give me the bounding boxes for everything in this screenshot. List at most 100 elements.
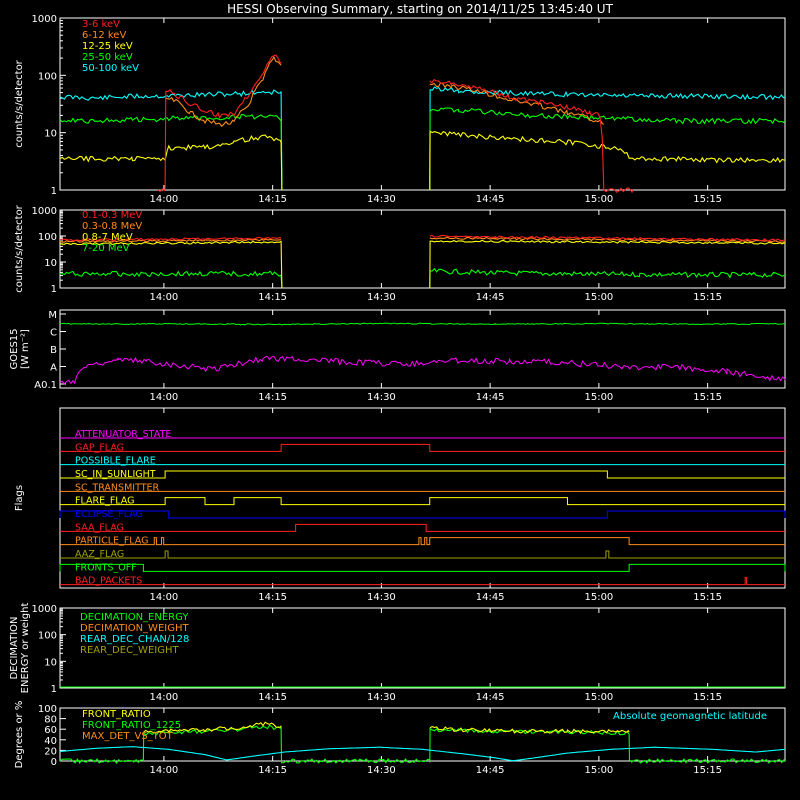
series-line [429, 267, 786, 289]
series-line [157, 54, 282, 193]
panels: 14:00 14:15 14:30 14:45 15:00 15:151101001000… [9, 14, 786, 776]
panel-frame [59, 17, 786, 191]
y-axis-label: Flags [14, 485, 25, 511]
x-tick-label: 14:00 [149, 765, 178, 776]
flag-trace [60, 537, 785, 546]
x-tick-label: 14:30 [367, 194, 396, 205]
x-tick-label: 15:15 [693, 392, 722, 403]
legend-entry: MAX_DET_VS_TOT [82, 731, 174, 742]
flag-label: PARTICLE_FLAG [75, 536, 148, 547]
x-tick-label: 14:00 [149, 292, 178, 303]
legend-entry: 0.8-7 MeV [82, 232, 133, 243]
flag-label: BAD_PACKETS [75, 576, 142, 587]
series-line [429, 726, 630, 735]
legend-entry: REAR_DEC_WEIGHT [80, 645, 179, 656]
series-line [429, 130, 786, 191]
flag-label: FRONTS_OFF [75, 562, 137, 573]
figure-title: HESSI Observing Summary, starting on 201… [227, 2, 613, 16]
series-line [59, 746, 786, 762]
y-tick-label: 0 [51, 757, 57, 768]
panel-frame [59, 209, 786, 289]
legend-entry: 50-100 keV [82, 63, 139, 74]
legend-entry: 6-12 keV [82, 30, 126, 41]
x-tick-label: 14:15 [258, 692, 287, 703]
series-line [429, 234, 786, 242]
flag-label: POSSIBLE_FLARE [75, 456, 156, 467]
y-tick-label: 80 [44, 715, 57, 726]
flag-trace [60, 577, 785, 586]
x-tick-label: 15:15 [693, 692, 722, 703]
flag-label: SAA_FLAG [75, 522, 124, 533]
x-tick-label: 14:30 [367, 592, 396, 603]
x-tick-label: 14:15 [258, 765, 287, 776]
y-tick-label: M [48, 310, 57, 321]
x-tick-label: 14:00 [149, 194, 178, 205]
legend-entry: 0.1-0.3 MeV [82, 210, 142, 221]
series-line [59, 355, 786, 385]
x-tick-label: 14:15 [258, 392, 287, 403]
series-line [429, 82, 605, 125]
y-tick-label: 1 [51, 284, 57, 295]
panel-frame [59, 607, 786, 689]
panel-flags: 14:00 14:15 14:30 14:45 15:00 15:15 Flags ATTEN… [14, 407, 786, 603]
y-axis-label: counts/s/detector [14, 59, 25, 147]
legend-entry: FRONT_RATIO [82, 709, 151, 720]
y-tick-label: A [50, 363, 57, 374]
legend-entry: DECIMATION_ENERGY [80, 612, 189, 623]
flag-label: AAZ_FLAG [75, 549, 124, 560]
series-line [59, 236, 282, 242]
legend-entry: 0.3-0.8 MeV [82, 221, 142, 232]
x-tick-label: 15:15 [693, 592, 722, 603]
panel-front: 14:00 14:15 14:30 14:45 15:00 15:15 0204060801… [14, 701, 786, 776]
y-axis-label: counts/s/detector [14, 204, 25, 292]
series-line [59, 322, 786, 326]
x-tick-label: 15:15 [693, 765, 722, 776]
panel-highE: 14:00 14:15 14:30 14:45 15:00 15:15 1 10 100 1000… [14, 204, 786, 303]
series-line [59, 134, 283, 191]
series-line [59, 114, 283, 191]
y-tick-label: 100 [38, 232, 57, 243]
legend-entry: 25-50 keV [82, 52, 133, 63]
x-tick-label: 14:45 [476, 392, 505, 403]
x-tick-label: 14:45 [476, 292, 505, 303]
y-tick-label: 100 [38, 704, 57, 715]
y-tick-label: 20 [44, 746, 57, 757]
y-tick-label: 100 [38, 631, 57, 642]
y-tick-label: 100 [38, 71, 57, 82]
flag-trace [59, 510, 786, 519]
series-line [59, 724, 786, 765]
y-tick-label: A0.1 [34, 380, 57, 391]
series-line [59, 240, 283, 289]
y-axis-label: [W m⁻²] [20, 329, 31, 369]
series-line [429, 239, 786, 289]
x-tick-label: 15:00 [584, 765, 613, 776]
legend-entry: DECIMATION_WEIGHT [80, 623, 189, 634]
x-tick-label: 15:15 [693, 194, 722, 205]
y-axis-label: Degrees or % [14, 701, 25, 769]
x-tick-label: 14:00 [149, 592, 178, 603]
legend-entry: FRONT_RATIO_1225 [82, 720, 181, 731]
y-tick-label: 1 [51, 186, 57, 197]
x-tick-label: 14:15 [258, 292, 287, 303]
panel-decim: 14:00 14:15 14:30 14:45 15:00 15:15 1 10 100 1000… [9, 603, 786, 703]
y-tick-label: 1 [51, 684, 57, 695]
x-tick-label: 15:00 [584, 392, 613, 403]
y-tick-label: C [50, 328, 57, 339]
series-line [429, 236, 786, 243]
series-line [59, 270, 283, 289]
y-tick-label: 10 [44, 129, 57, 140]
y-tick-label: 60 [44, 725, 57, 736]
series-line [143, 721, 282, 734]
x-tick-label: 15:15 [693, 292, 722, 303]
flag-trace [60, 523, 785, 532]
flag-trace [59, 563, 786, 572]
flag-label: SC_TRANSMITTER [75, 482, 160, 493]
flag-label: GAP_FLAG [75, 442, 124, 453]
legend-entry-right: Absolute geomagnetic latitude [613, 711, 767, 722]
series-line [429, 78, 634, 194]
y-tick-label: 10 [44, 258, 57, 269]
x-tick-label: 14:30 [367, 292, 396, 303]
x-tick-label: 14:00 [149, 392, 178, 403]
legend-entry: REAR_DEC_CHAN/128 [80, 634, 189, 645]
